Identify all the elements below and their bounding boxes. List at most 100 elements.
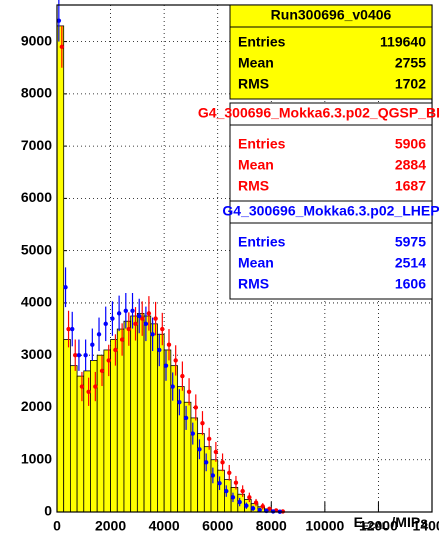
y-tick-label: 0 [44, 503, 52, 519]
stat-title: Run300696_v0406 [271, 7, 392, 23]
data-point [56, 18, 62, 23]
label-unit: /MIPs [391, 514, 428, 530]
stat-box [229, 4, 433, 100]
histogram-bar [110, 339, 118, 513]
data-point [150, 332, 155, 337]
histogram-bar [76, 375, 85, 513]
x-tick-label: 2000 [95, 518, 126, 533]
data-point [183, 415, 189, 421]
data-point [137, 313, 142, 319]
data-point [153, 316, 158, 321]
histogram-bar [197, 433, 205, 513]
stat-label: Entries [238, 136, 286, 152]
stat-box [229, 102, 433, 202]
stat-label: RMS [238, 178, 269, 194]
y-tick-label: 4000 [21, 294, 52, 310]
stat-label: Mean [238, 255, 274, 271]
data-point [157, 347, 162, 353]
x-tick-label: 6000 [202, 518, 233, 533]
data-point [119, 337, 125, 342]
histogram-bar [177, 386, 185, 513]
data-point [123, 308, 129, 313]
data-point [133, 321, 138, 327]
data-point [83, 352, 88, 358]
label-sub: ECAL [363, 521, 388, 531]
histogram-bar [63, 339, 71, 513]
data-point [233, 480, 239, 485]
data-point [93, 384, 98, 389]
y-tick-label: 7000 [21, 137, 52, 153]
stat-value: 119640 [380, 34, 426, 50]
data-point [217, 481, 222, 486]
stat-label: RMS [238, 276, 269, 292]
data-point [250, 506, 256, 511]
y-tick-label: 8000 [21, 85, 52, 101]
data-point [203, 460, 209, 465]
histogram-bar [90, 360, 98, 513]
data-point [63, 285, 68, 290]
stat-label: Entries [238, 34, 286, 50]
y-tick-label: 5000 [21, 241, 52, 257]
stat-label: Entries [238, 234, 286, 250]
stat-value: 5906 [395, 136, 426, 152]
histogram-bar [116, 328, 125, 513]
data-point [99, 368, 105, 374]
data-point [66, 326, 71, 332]
data-point [70, 326, 75, 332]
data-point [90, 342, 95, 347]
histogram-bar [136, 312, 145, 513]
data-point [227, 470, 232, 475]
data-point [126, 326, 132, 332]
stat-value: 5975 [395, 234, 426, 250]
histogram-bar [157, 333, 165, 513]
y-tick-label: 1000 [21, 450, 52, 466]
x-tick-label: 8000 [256, 518, 287, 533]
data-point [224, 488, 229, 494]
stat-title: G4_300696_Mokka6.3.p02_QGSP_BERT [198, 105, 439, 121]
x-tick-label: 0 [53, 518, 61, 533]
data-point [186, 389, 192, 394]
y-tick-label: 3000 [21, 346, 52, 362]
data-point [73, 352, 78, 358]
histogram-bar [123, 320, 132, 513]
stat-value: 2755 [395, 55, 426, 71]
data-point [163, 363, 169, 368]
data-point [59, 44, 65, 50]
data-point [166, 342, 172, 347]
data-point [240, 488, 245, 494]
stat-value: 1702 [395, 76, 426, 92]
data-point [200, 420, 205, 426]
histogram-bar [230, 487, 239, 513]
histogram-bar [203, 446, 212, 513]
data-point [230, 495, 236, 500]
stat-value: 1687 [395, 178, 426, 194]
stat-value: 2514 [395, 255, 426, 271]
histogram-bar [130, 315, 138, 513]
y-tick-label: 2000 [21, 398, 52, 414]
x-tick-label: 10000 [305, 518, 344, 533]
data-point [237, 499, 242, 505]
x-tick-label: 14000 [413, 518, 439, 533]
stat-label: Mean [238, 55, 274, 71]
x-axis-label: EECAL/MIPs [354, 514, 429, 532]
stat-box [229, 200, 433, 300]
data-point [140, 316, 145, 321]
data-point [220, 460, 225, 465]
data-point [110, 316, 115, 321]
data-point [190, 431, 195, 436]
histogram-bar [163, 349, 172, 513]
stat-label: Mean [238, 157, 274, 173]
data-point [103, 321, 108, 327]
data-point [197, 447, 202, 452]
data-point [177, 400, 182, 405]
x-tick-label: 4000 [149, 518, 180, 533]
data-point [244, 503, 249, 508]
stat-value: 1606 [395, 276, 426, 292]
data-point [113, 347, 118, 353]
x-tick-label: 12000 [359, 518, 398, 533]
data-point [116, 311, 122, 316]
histogram-bar [210, 459, 219, 513]
data-point [173, 358, 178, 363]
label-main: E [354, 514, 363, 530]
